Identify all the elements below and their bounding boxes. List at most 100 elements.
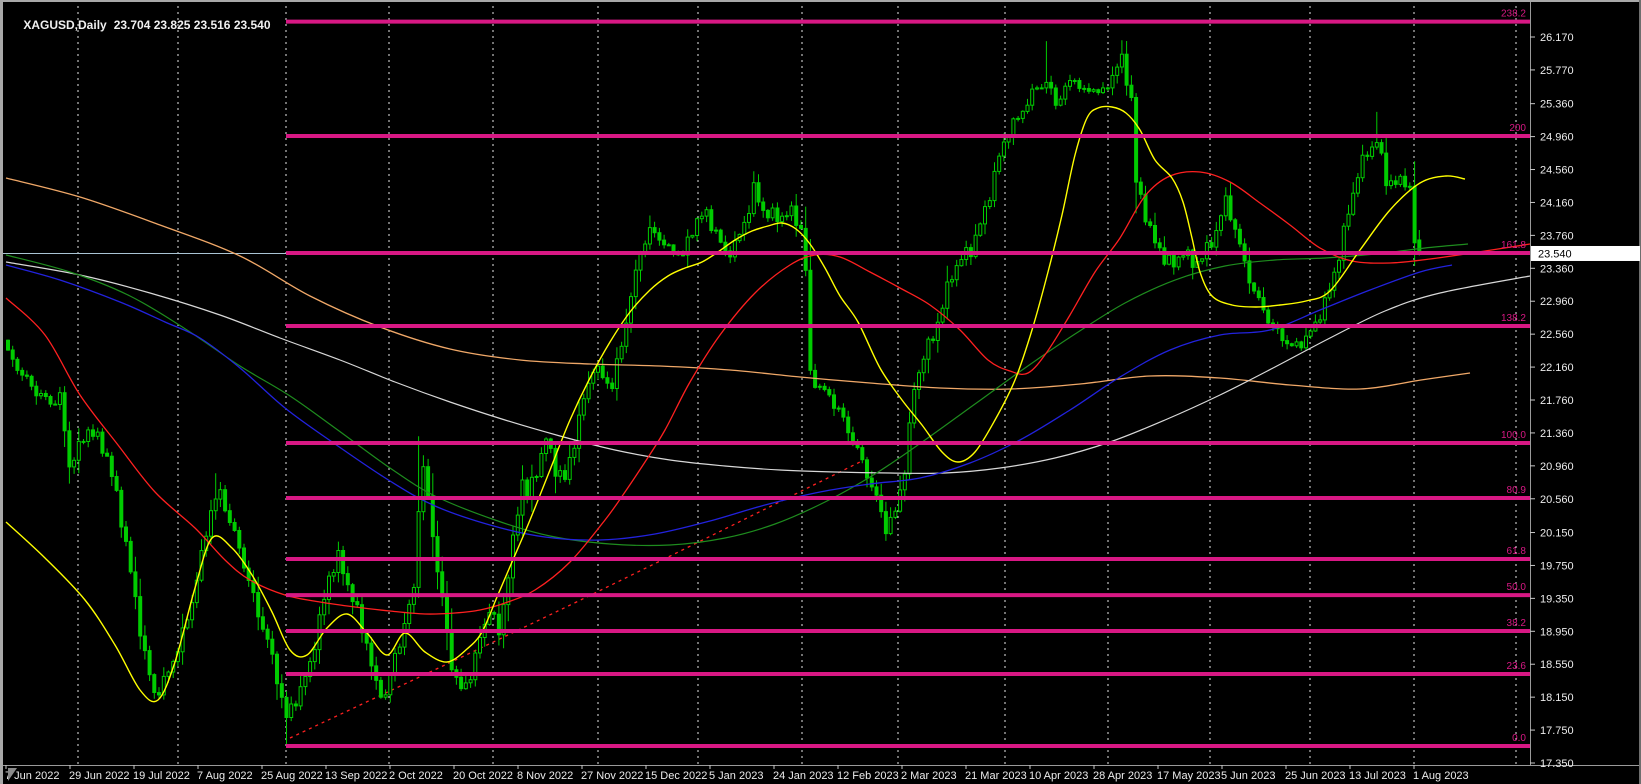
candle-bear: [227, 510, 232, 524]
candle-bear: [1082, 87, 1087, 90]
ma-blue: [5, 264, 1453, 541]
ohlc-values-label: 23.704 23.825 23.516 23.540: [113, 18, 271, 32]
ma-green: [5, 243, 1469, 547]
candle-bear: [114, 476, 119, 491]
candle-bull: [751, 182, 756, 215]
candle-bear: [246, 567, 251, 581]
scroll-marker-icon[interactable]: [8, 768, 17, 781]
candle-bear: [449, 630, 454, 671]
candle-bear: [1252, 282, 1257, 292]
candle-bull: [478, 637, 482, 654]
date-tick-label: 24 Jan 2023: [773, 770, 834, 782]
candle-bull: [95, 431, 100, 437]
date-tick-label: 25 Jun 2023: [1285, 770, 1346, 782]
fib-level-label: 138.2: [1501, 313, 1526, 324]
candle-bear: [666, 244, 671, 247]
candle-bear: [1171, 254, 1176, 268]
grid-layer: [77, 0, 1517, 765]
candle-bull: [898, 489, 903, 512]
candle-bull: [1011, 118, 1016, 137]
candle-bull: [572, 447, 577, 458]
candle-bear: [1261, 297, 1266, 311]
price-tick-label: 20.150: [1540, 528, 1574, 540]
price-tick-label: 24.160: [1540, 197, 1574, 209]
price-tick-label: 17.350: [1540, 758, 1574, 770]
candle-bull: [747, 213, 751, 223]
fibonacci-layer[interactable]: 238.2 200 161.8 138.2 100.0 80.9 61.8 50.0 38.2 2…: [286, 9, 1530, 749]
window-border-right: [1639, 0, 1641, 784]
candle-bear: [1134, 97, 1139, 183]
candle-bear: [1280, 328, 1285, 342]
candle-bull: [633, 269, 638, 298]
candle-bull: [699, 215, 704, 220]
candle-bear: [1138, 181, 1143, 195]
candle-bull: [973, 234, 978, 258]
candle-bear: [1393, 180, 1398, 185]
date-tick-label: 19 Jul 2022: [133, 770, 190, 782]
candle-bull: [209, 510, 213, 537]
candle-bear: [24, 374, 29, 377]
candle-bear: [223, 489, 228, 512]
candle-bull: [39, 393, 43, 397]
date-tick-label: 10 Apr 2023: [1029, 770, 1088, 782]
candle-bear: [109, 455, 114, 478]
candle-bull: [1025, 104, 1030, 112]
candle-bull: [596, 365, 600, 373]
fib-level-label: 0.0: [1512, 733, 1526, 744]
candle-bull: [402, 623, 407, 648]
candle-bear: [1228, 195, 1233, 221]
candle-bear: [1072, 80, 1077, 82]
fib-level-label: 238.2: [1501, 9, 1526, 20]
date-tick-label: 8 Nov 2022: [517, 770, 573, 782]
candle-bear: [492, 612, 497, 615]
candle-bear: [1162, 247, 1167, 265]
price-tick-label: 22.560: [1540, 329, 1574, 341]
candle-bear: [883, 511, 888, 535]
candle-bear: [822, 385, 827, 391]
candle-bear: [662, 239, 667, 246]
candle-bull: [945, 281, 950, 309]
price-axis[interactable]: 26.170 25.770 25.360 24.960 24.560 24.160 23.7…: [1530, 32, 1640, 770]
candle-bear: [341, 550, 346, 575]
price-tick-label: 24.560: [1540, 165, 1574, 177]
candle-bear: [91, 429, 95, 437]
candle-bear: [34, 385, 39, 397]
candle-bear: [1053, 87, 1058, 106]
candle-bear: [152, 674, 157, 693]
date-tick-label: 5 Jan 2023: [709, 770, 763, 782]
date-tick-label: 28 Apr 2023: [1093, 770, 1152, 782]
candle-bull: [1110, 74, 1115, 89]
candle-bull: [473, 652, 478, 681]
candle-bear: [20, 369, 25, 376]
candle-bear: [1365, 154, 1370, 157]
fib-level-label: 80.9: [1507, 485, 1527, 496]
candle-bull: [624, 322, 629, 347]
candle-bear: [279, 683, 284, 698]
candle-bull: [1351, 192, 1356, 215]
candle-bull: [978, 223, 983, 236]
candle-bull: [303, 675, 308, 688]
price-tick-label: 22.960: [1540, 296, 1574, 308]
candle-bear: [81, 440, 86, 443]
candle-bull: [714, 229, 718, 232]
price-tick-label: 18.950: [1540, 626, 1574, 638]
candle-bear: [832, 394, 836, 409]
ma-orange-line: [5, 177, 1471, 390]
price-tick-label: 18.150: [1540, 692, 1574, 704]
fib-level-label: 38.2: [1507, 618, 1527, 629]
date-tick-label: 7 Aug 2022: [197, 770, 253, 782]
candle-bear: [563, 470, 567, 480]
candle-bear: [6, 339, 10, 351]
candle-bull: [1389, 180, 1393, 187]
time-axis[interactable]: 7 Jun 2022 29 Jun 2022 19 Jul 2022 7 Aug 20…: [5, 765, 1469, 782]
candle-bull: [926, 338, 931, 360]
candle-bear: [600, 365, 605, 379]
candle-bear: [652, 227, 657, 234]
candle-bull: [76, 440, 81, 461]
candle-bull: [619, 345, 624, 360]
candle-bull: [987, 200, 992, 208]
price-tick-label: 19.350: [1540, 593, 1574, 605]
candle-bull: [161, 675, 166, 696]
candle-bear: [553, 447, 558, 477]
